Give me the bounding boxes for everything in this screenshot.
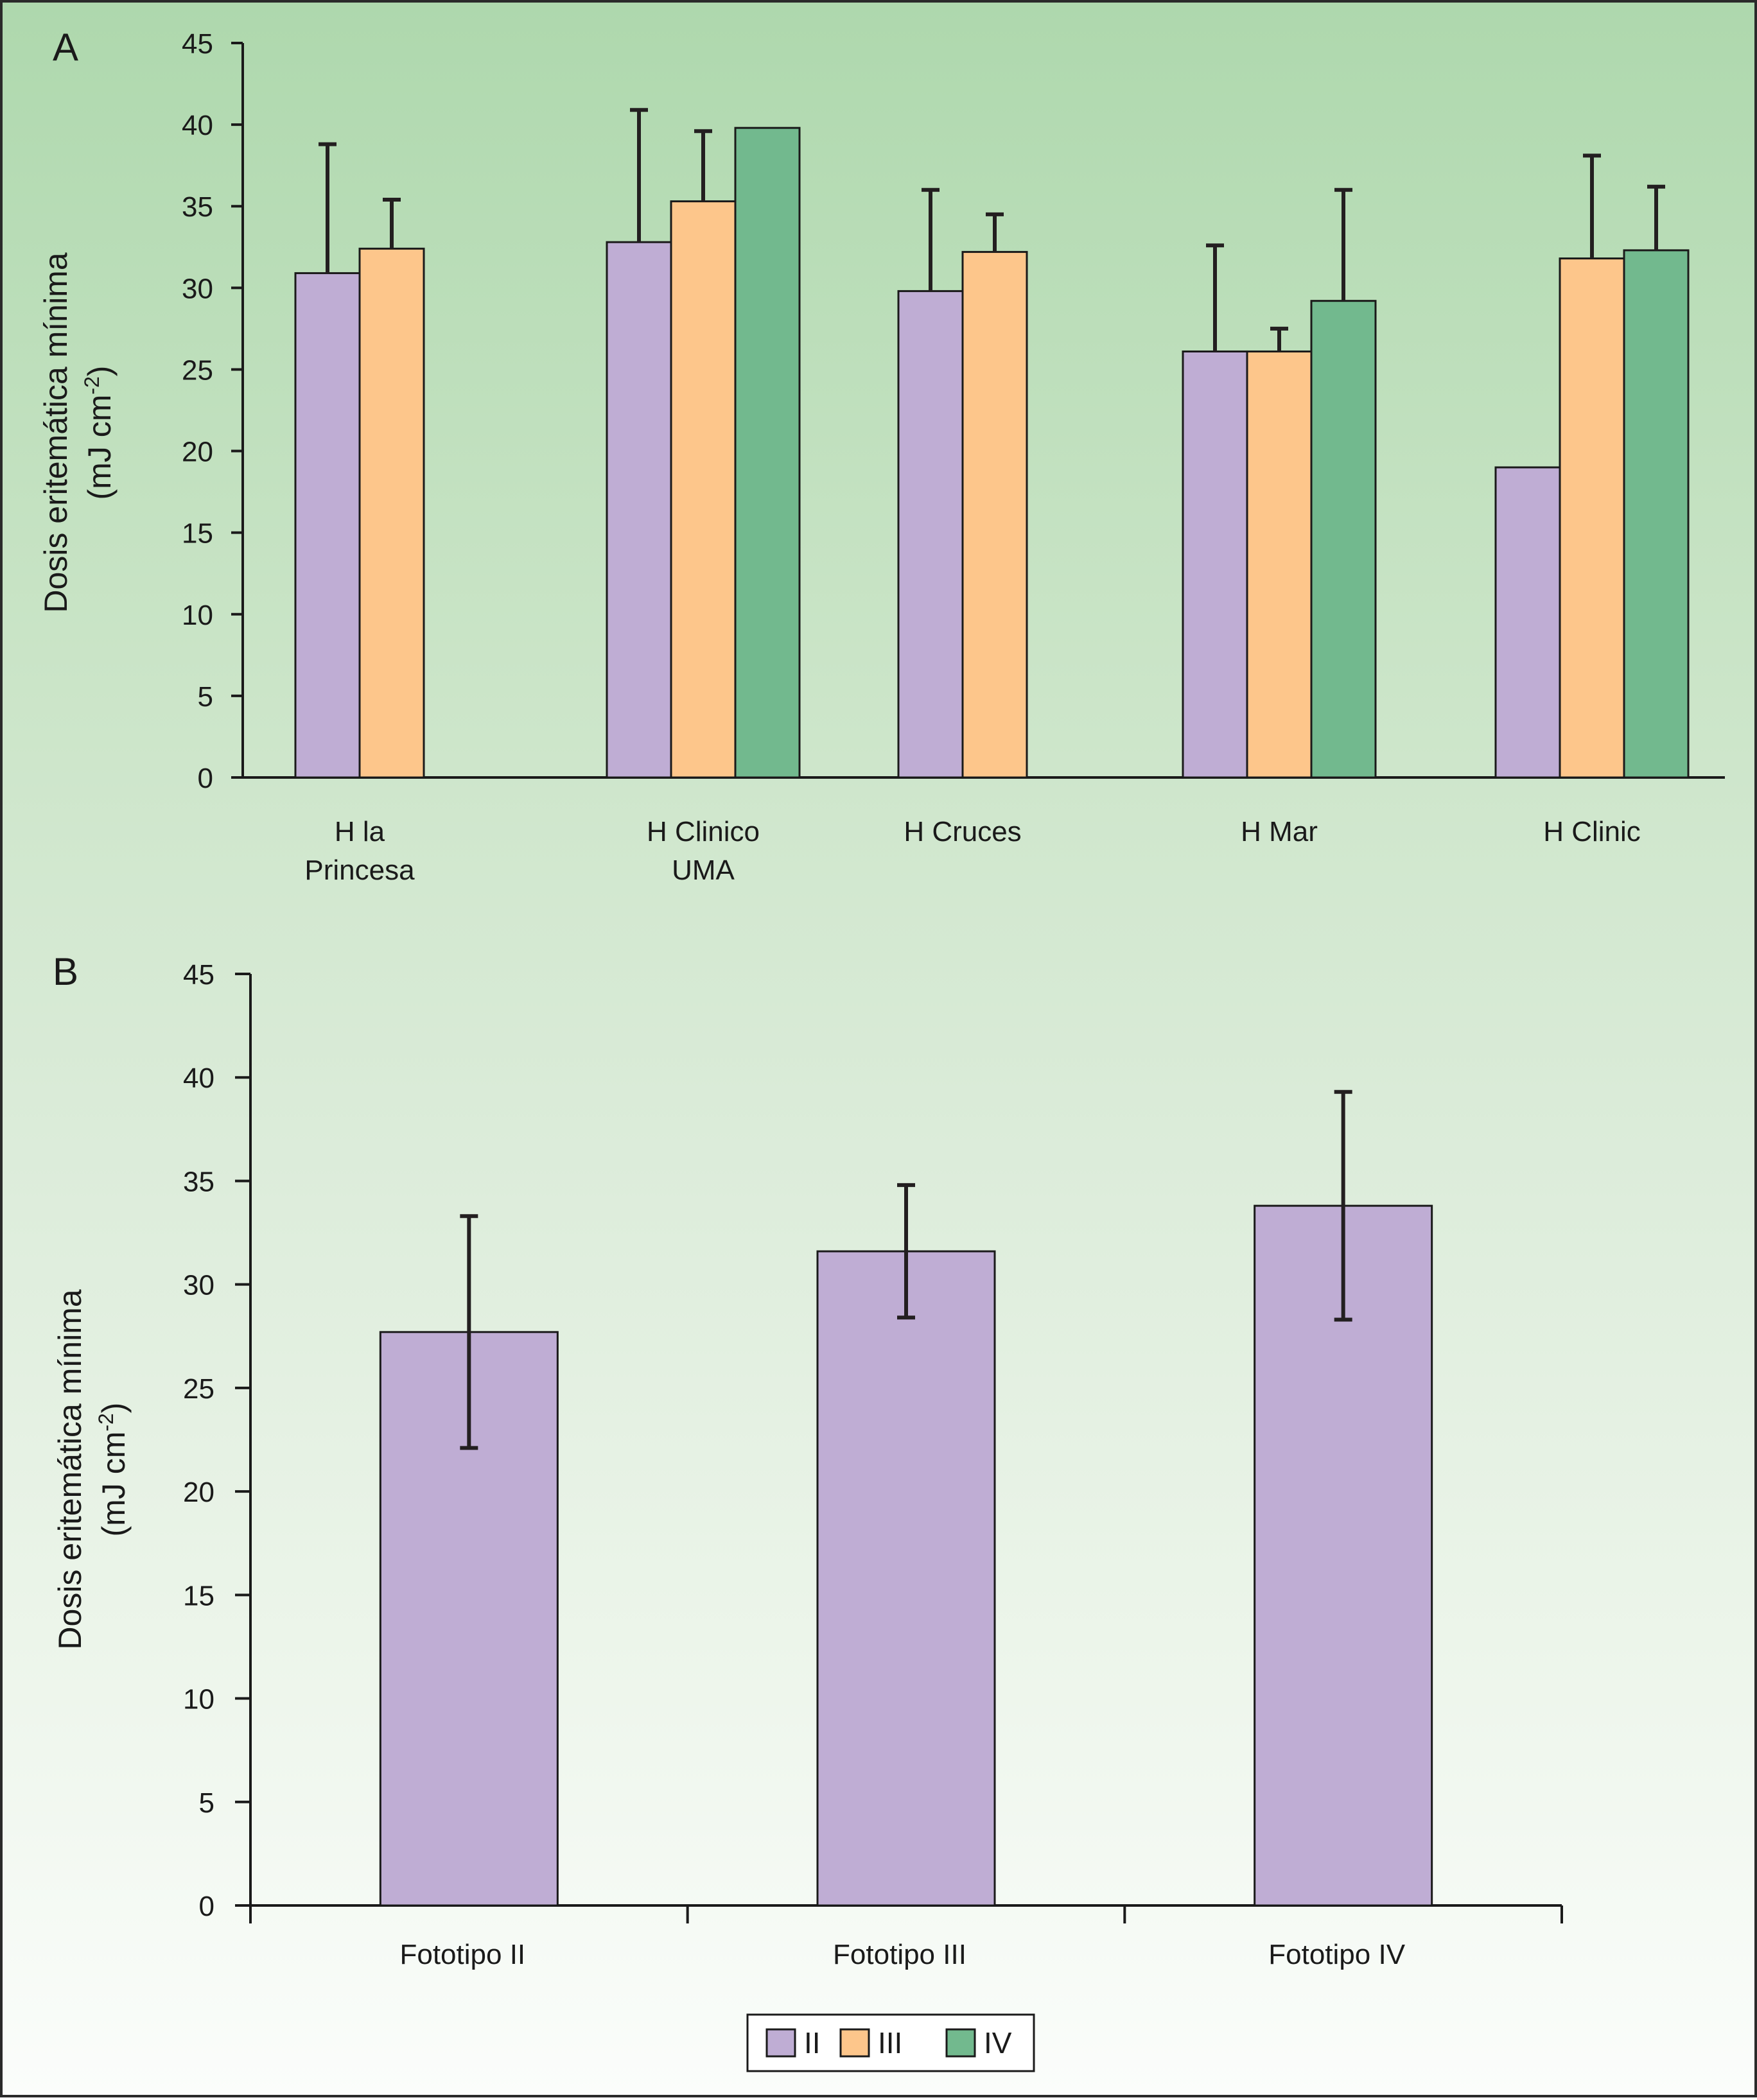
panel-a-bar-II xyxy=(294,272,361,779)
panel-b-plot: 0 5 10 15 20 25 30 35 40 45 Fototipo II Fototipo II… xyxy=(183,959,1563,1970)
panel-a-y-tick-label: 45 xyxy=(182,28,213,60)
panel-a-bar-III xyxy=(358,247,425,779)
panel-b-category-label: Fototipo II xyxy=(399,1939,525,1970)
panel-a-y-axis-title: Dosis eritemática mínima xyxy=(38,252,74,612)
panel-a-y-tick-label: 30 xyxy=(182,273,213,304)
panel-b-category-label: Fototipo IV xyxy=(1268,1939,1405,1970)
panel-a-y-axis-title-line1: Dosis eritemática mínima xyxy=(38,252,74,612)
panel-b-unit-post: ) xyxy=(96,1403,132,1414)
panel-b-y-tick-label: 45 xyxy=(183,959,214,991)
panel-a-unit-post: ) xyxy=(82,366,118,377)
panel-b-category-label: Fototipo III xyxy=(833,1939,966,1970)
panel-b-y-axis-unit: (mJ cm-2) xyxy=(94,1403,132,1537)
panel-b-unit-pre: (mJ cm xyxy=(96,1432,132,1537)
panel-a-bar-II xyxy=(1182,350,1248,779)
panel-a-unit-pre: (mJ cm xyxy=(82,395,118,500)
legend-label-IV: IV xyxy=(984,2026,1012,2060)
panel-a-category-label: H Clinic xyxy=(1543,816,1641,847)
panel-a-plot: 0 5 10 15 20 25 30 35 40 45 H la Princesa H Clinico U… xyxy=(182,28,1725,886)
panel-a-y-tick-label: 15 xyxy=(182,518,213,550)
panel-a-bar-IV xyxy=(1310,300,1377,779)
panel-a-y-axis-unit: (mJ cm-2) xyxy=(80,366,118,500)
panel-a-unit-sup: -2 xyxy=(80,376,103,394)
panel-a-category-label: H Mar xyxy=(1241,816,1318,847)
legend-swatch-III xyxy=(839,2028,870,2058)
panel-a-y-tick-label: 0 xyxy=(198,763,213,794)
panel-b-y-tick-label: 25 xyxy=(183,1373,214,1405)
panel-a: A Dosis eritemática mínima (mJ cm-2) 0 5 1… xyxy=(38,26,1725,886)
panel-a-category-label: Princesa xyxy=(304,855,415,886)
panel-a-bar-III xyxy=(1246,350,1313,779)
panel-a-y-tick-label: 5 xyxy=(198,681,213,713)
panel-b: B Dosis eritemática mínima (mJ cm-2) 0 5 1… xyxy=(52,950,1563,1970)
panel-a-y-tick-label: 25 xyxy=(182,354,213,386)
panel-b-y-tick-label: 30 xyxy=(183,1270,214,1301)
legend-items: II III IV xyxy=(765,2026,1012,2060)
panel-b-y-tick-label: 0 xyxy=(199,1891,214,1922)
panel-a-bar-II xyxy=(606,241,672,779)
chart-svg: A Dosis eritemática mínima (mJ cm-2) 051… xyxy=(38,26,1725,2072)
panel-b-y-tick-label: 15 xyxy=(183,1580,214,1611)
legend-label-II: II xyxy=(804,2026,821,2060)
panel-letter-a: A xyxy=(53,26,78,69)
panel-a-category-label: H la xyxy=(335,816,385,847)
panel-a-y-tick-label: 20 xyxy=(182,437,213,468)
panel-a-bar-IV xyxy=(1623,249,1690,779)
panel-b-bar xyxy=(1254,1204,1433,1907)
panel-a-bar-III xyxy=(961,250,1028,779)
panel-b-y-tick-label: 20 xyxy=(183,1477,214,1508)
panel-a-bar-III xyxy=(1559,257,1625,779)
panel-b-y-axis-title-line1: Dosis eritemática mínima xyxy=(52,1289,88,1649)
panel-letter-b: B xyxy=(53,950,78,993)
panel-a-category-label: UMA xyxy=(672,855,735,886)
panel-a-bar-II xyxy=(897,290,964,779)
panel-b-bar xyxy=(816,1250,996,1907)
panel-b-y-tick-label: 40 xyxy=(183,1063,214,1094)
panel-b-y-tick-label: 35 xyxy=(183,1166,214,1197)
panel-b-y-axis-title: Dosis eritemática mínima xyxy=(52,1289,88,1649)
panel-a-category-label: H Clinico xyxy=(647,816,760,847)
panel-a-y-tick-label: 35 xyxy=(182,191,213,223)
panel-b-unit-sup: -2 xyxy=(94,1413,118,1431)
panel-a-category-label: H Cruces xyxy=(904,816,1021,847)
legend-label-III: III xyxy=(878,2026,902,2060)
panel-a-bar-IV xyxy=(734,126,801,779)
panel-a-bar-III xyxy=(670,200,737,779)
panel-a-y-tick-label: 10 xyxy=(182,600,213,631)
panel-b-y-tick-label: 10 xyxy=(183,1684,214,1715)
panel-b-y-tick-label: 5 xyxy=(199,1787,214,1819)
legend: II III IV xyxy=(746,2013,1035,2072)
panel-a-y-tick-label: 40 xyxy=(182,110,213,141)
legend-swatch-IV xyxy=(945,2028,976,2058)
panel-a-bar-II xyxy=(1494,466,1561,779)
legend-swatch-II xyxy=(765,2028,796,2058)
